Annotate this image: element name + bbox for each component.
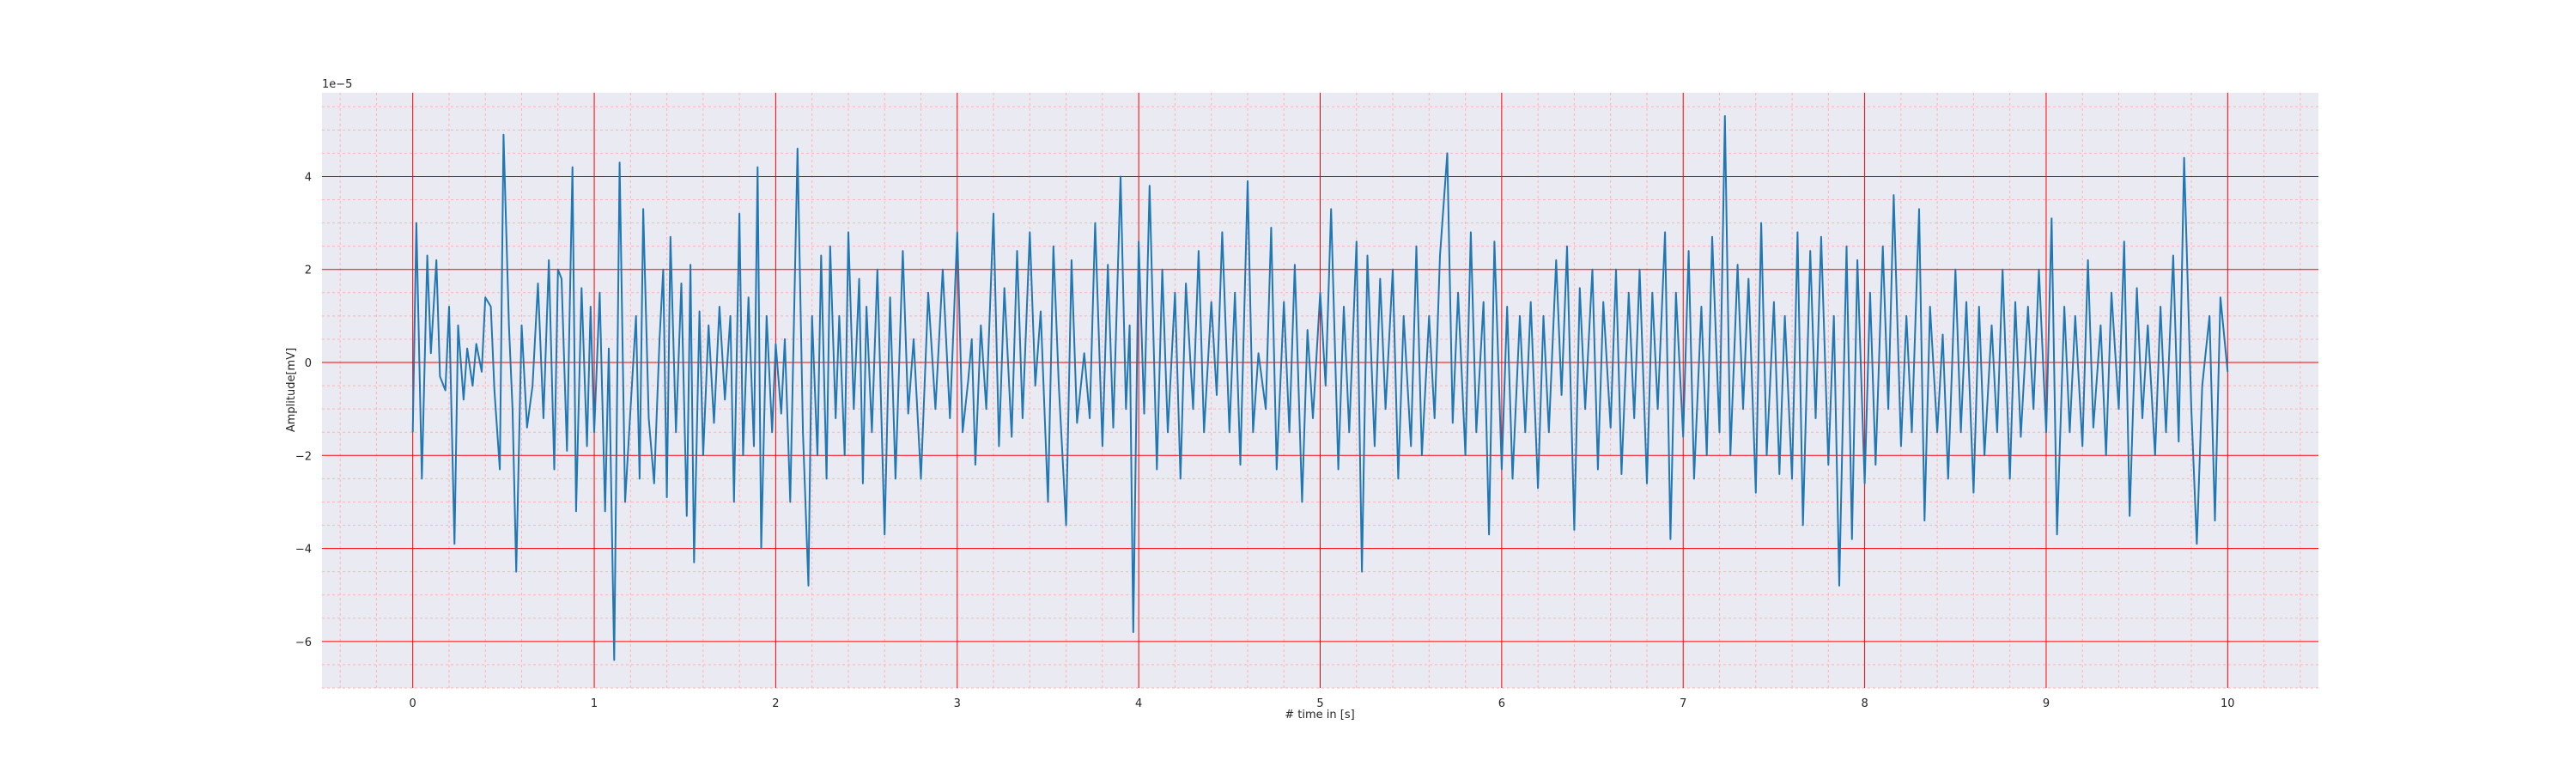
- y-tick-label: 0: [305, 357, 312, 370]
- series-layer: [411, 115, 2229, 661]
- y-tick-label: −2: [295, 450, 312, 463]
- x-tick-label: 7: [1680, 697, 1686, 710]
- x-tick-label: 1: [591, 697, 598, 710]
- x-tick-label: 5: [1316, 697, 1323, 710]
- series-line: [411, 115, 2229, 661]
- y-tick-label: 2: [305, 265, 312, 277]
- y-axis-label: Amplitude[mV]: [285, 348, 298, 432]
- x-tick-label: 2: [772, 697, 779, 710]
- minor-grid: [322, 93, 2318, 689]
- x-axis-ticks: 0 1 2 3 4 5 6 7 8 9 10: [410, 697, 2235, 710]
- y-offset-label: 1e−5: [322, 78, 352, 91]
- x-tick-label: 3: [954, 697, 961, 710]
- major-grid: [322, 93, 2318, 688]
- x-tick-label: 8: [1861, 697, 1868, 710]
- x-tick-label: 4: [1135, 697, 1142, 710]
- y-tick-label: −4: [295, 544, 312, 557]
- x-tick-label: 9: [2043, 697, 2050, 710]
- y-tick-label: 4: [305, 171, 312, 184]
- x-tick-label: 0: [410, 697, 416, 710]
- x-tick-label: 10: [2221, 697, 2235, 710]
- x-tick-label: 6: [1498, 697, 1505, 710]
- y-axis-ticks: −6 −4 −2 0 2 4: [295, 171, 312, 648]
- y-tick-label: −6: [295, 636, 312, 649]
- x-axis-label: # time in [s]: [1285, 709, 1354, 721]
